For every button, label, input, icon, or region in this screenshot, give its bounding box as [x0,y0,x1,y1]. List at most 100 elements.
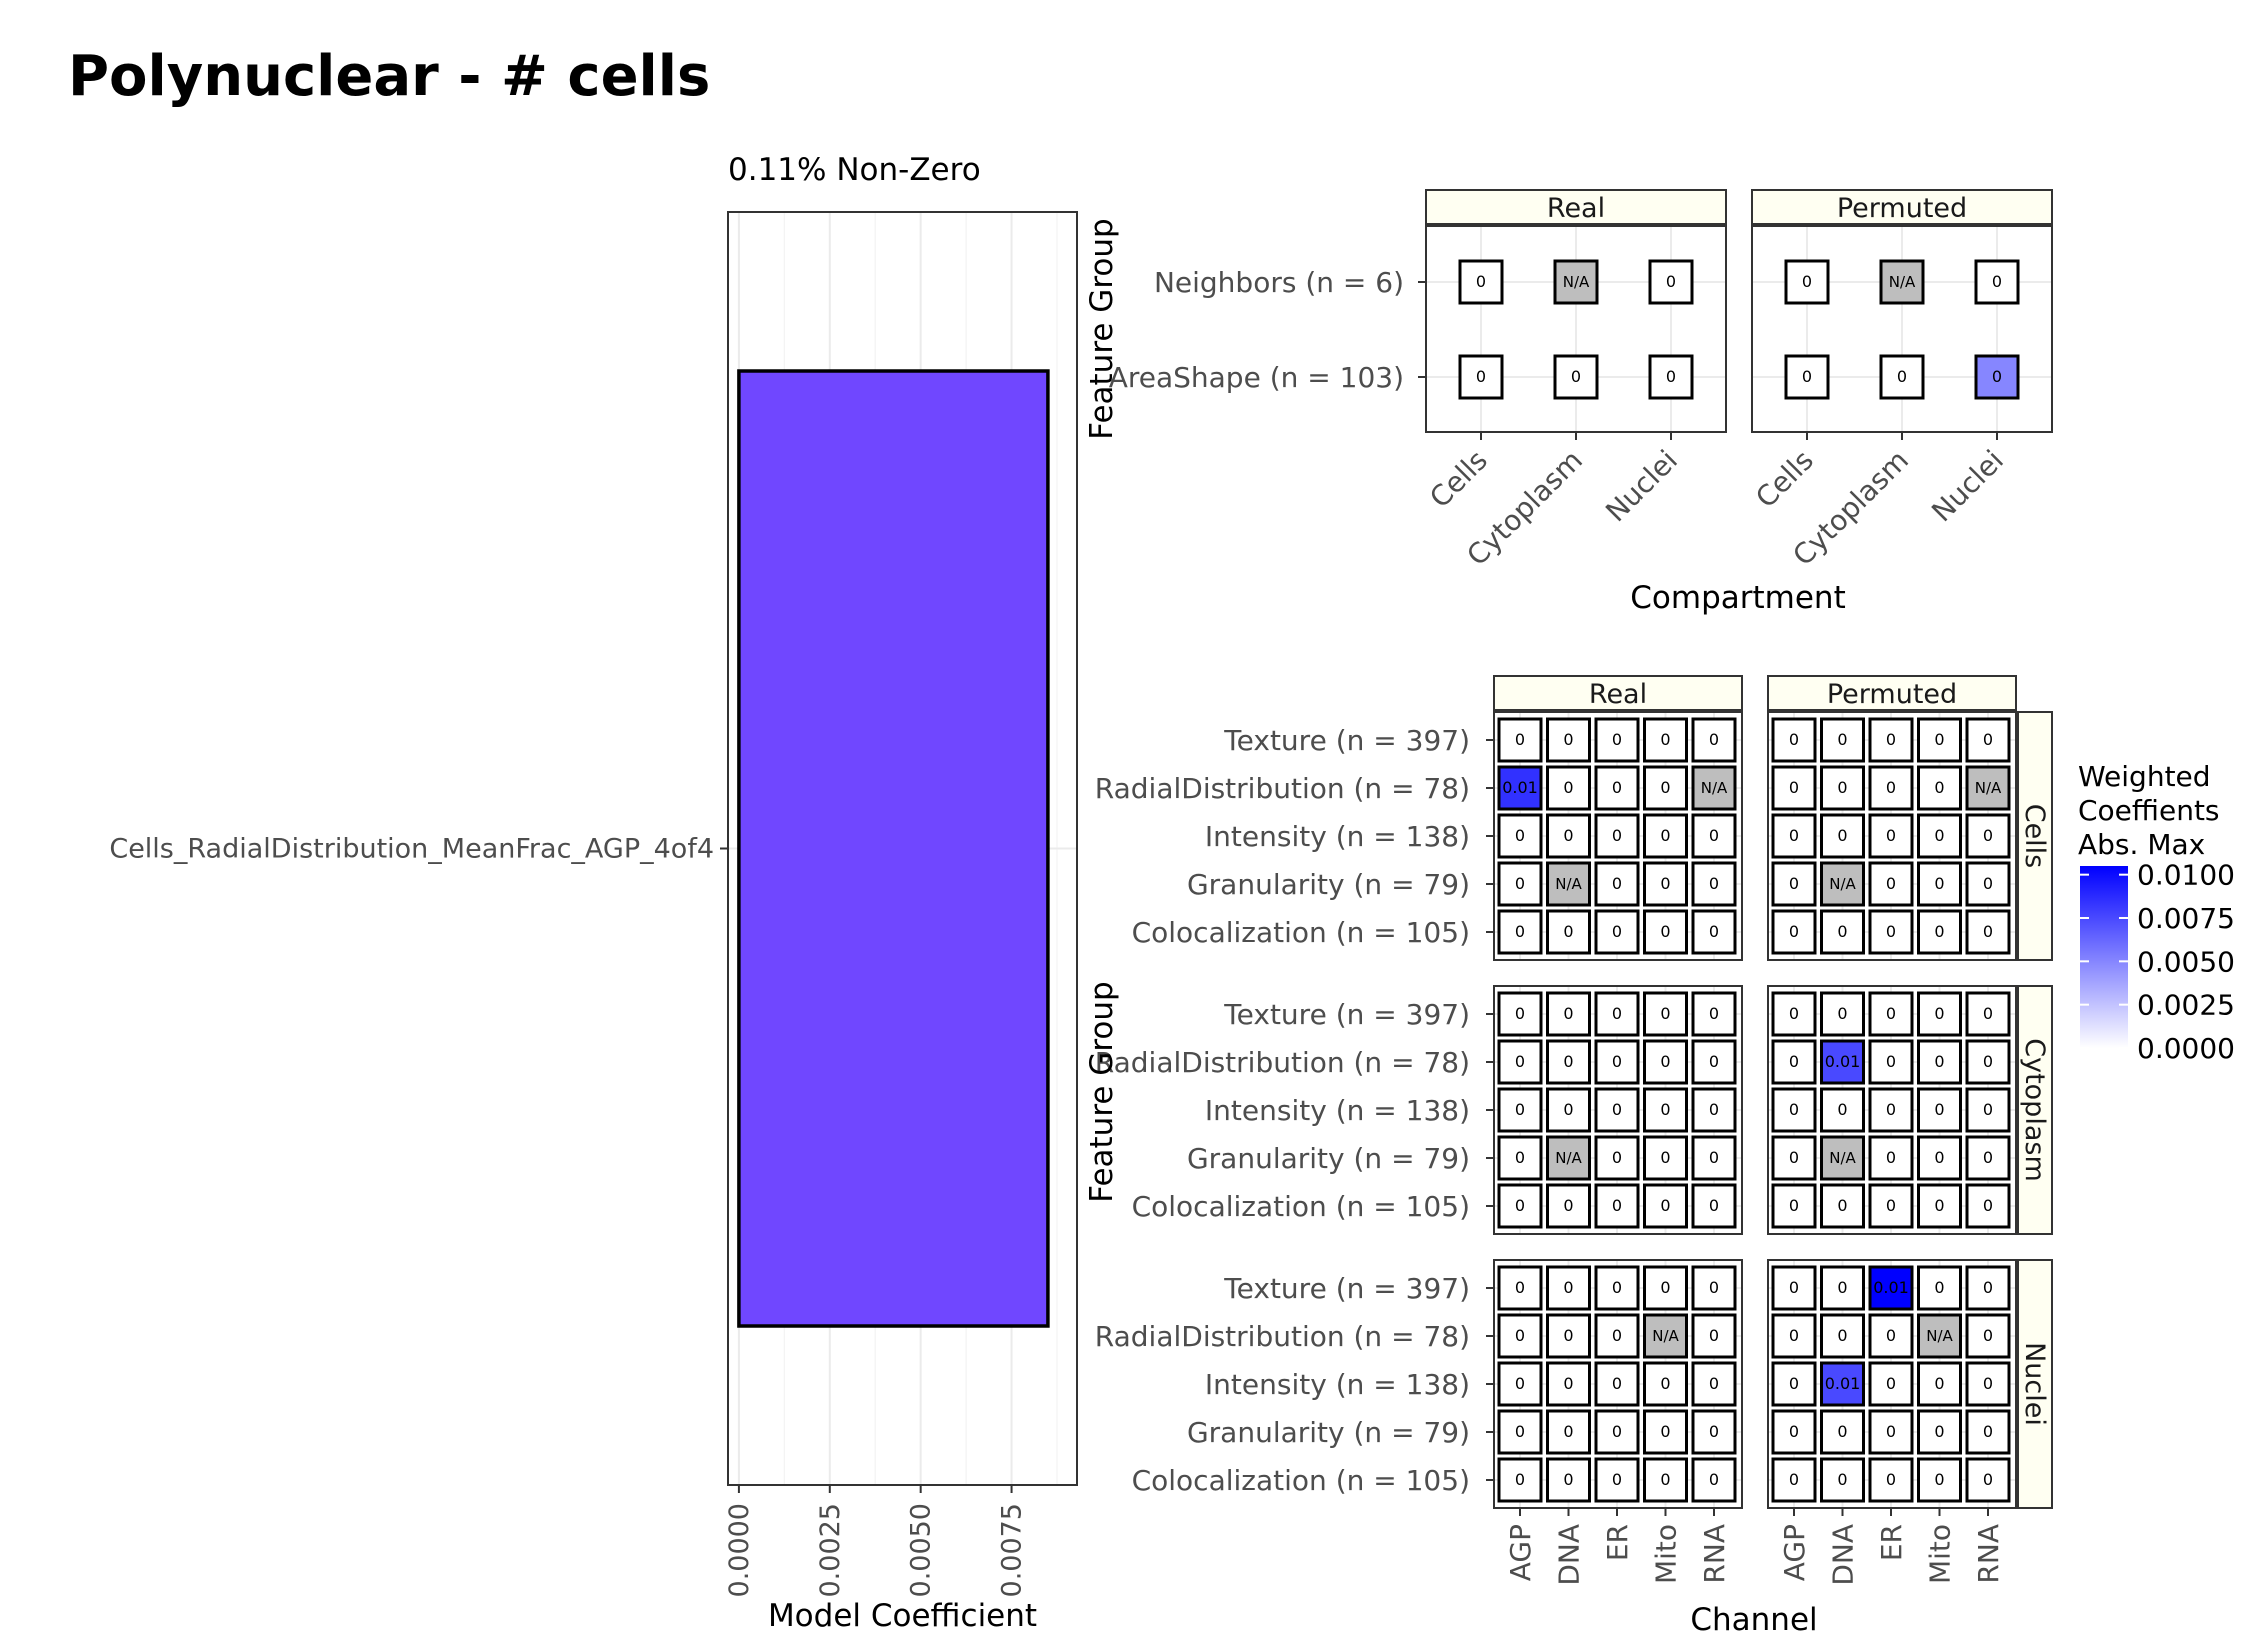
heatmap-cell [1820,1039,1865,1085]
heatmap-cell [1820,1313,1865,1359]
facet-strip [1493,675,1743,711]
heatmap-cell-label: 0 [1709,1052,1719,1071]
heatmap-cell [1546,813,1591,859]
bar-x-tick-label: 0.0075 [997,1503,1028,1597]
heatmap-cell-label: 0 [1886,922,1896,941]
heatmap-cell-label: 0 [1709,1196,1719,1215]
heatmap-cell-label: 0 [1612,1052,1622,1071]
heatmap-cell [1594,717,1640,763]
heatmap-cell-label: 0.01 [1502,778,1538,797]
heatmap-cell-label: 0 [1983,1278,1993,1297]
heatmap-cell-label: 0 [1837,1422,1847,1441]
heatmap-cell-label: 0 [1983,922,1993,941]
heatmap-cell [1691,1183,1737,1229]
heatmap-cell [1868,1265,1914,1311]
heatmap-cell [1643,1039,1688,1085]
heatmap-cell [1497,1183,1543,1229]
heatmap-cell [1820,813,1865,859]
heatmap-cell [1594,1457,1640,1503]
heatmap-cell [1546,1039,1591,1085]
heatmap-cell-label: 0 [1789,1422,1799,1441]
channel-row-label: Intensity (n = 138) [1205,1368,1470,1401]
heatmap-cell-label: 0 [1563,730,1573,749]
heatmap-cell [1546,1457,1591,1503]
heatmap-cell [1546,991,1591,1037]
heatmap-cell [1691,909,1737,955]
compartment-x-tick-label: Nuclei [1599,444,1684,529]
heatmap-cell-label: 0 [1837,1278,1847,1297]
heatmap-cell [1643,1135,1688,1181]
heatmap-cell [1820,1265,1865,1311]
legend-label: 0.0100 [2137,859,2235,892]
chart-title: Polynuclear - # cells [68,44,710,109]
heatmap-cell-label: 0 [1789,1470,1799,1489]
heatmap-cell-label: 0 [1612,1470,1622,1489]
heatmap-cell-label: 0 [1476,367,1486,386]
heatmap-cell-label: 0 [1660,922,1670,941]
heatmap-cell [1771,909,1817,955]
channel-row-label: Granularity (n = 79) [1187,1416,1470,1449]
heatmap-cell [1771,861,1817,907]
channel-x-tick-label: DNA [1553,1524,1586,1586]
channel-heatmap: Real Permuted Cells Cytoplasm Nuclei 0 0 0 0 0 0.0… [1084,675,2053,1638]
heatmap-cell-label: 0 [1886,1422,1896,1441]
heatmap-cell [1643,861,1688,907]
heatmap-cell [1691,1039,1737,1085]
heatmap-cell-label: N/A [1563,273,1590,291]
heatmap-cell [1497,765,1543,811]
facet-strip [2017,1259,2053,1509]
heatmap-cell-label: 0 [1992,367,2002,386]
bar-chart-panel: 0.11% Non-Zero Cells_RadialDistribution_M… [109,152,1078,1634]
heatmap-cell-label: 0 [1515,1422,1525,1441]
heatmap-cell-label: 0 [1709,1004,1719,1023]
heatmap-cell-label: 0 [1660,1470,1670,1489]
heatmap-cell-label: 0 [1886,1326,1896,1345]
heatmap-cell-label: 0 [1934,1470,1944,1489]
heatmap-cell-label: 0 [1660,826,1670,845]
heatmap-cell-label: 0 [1666,367,1676,386]
heatmap-cell-label: 0 [1666,272,1676,291]
heatmap-cell-label: N/A [1926,1327,1953,1345]
legend-title-line: Coeffients [2078,794,2220,827]
heatmap-cell-label: 0 [1983,1004,1993,1023]
channel-row-label: Colocalization (n = 105) [1132,916,1470,949]
heatmap-cell-label: 0 [1837,730,1847,749]
heatmap-cell [1546,1361,1591,1407]
legend-title-line: Weighted [2078,760,2211,793]
bar [737,369,1050,1328]
heatmap-cell [1546,765,1591,811]
heatmap-cell [1820,909,1865,955]
heatmap-cell [1965,1409,2011,1455]
heatmap-cell [1497,1087,1543,1133]
heatmap-cell-label: 0 [1709,826,1719,845]
heatmap-cell-label: 0 [1563,1196,1573,1215]
heatmap-cell [1820,1183,1865,1229]
heatmap-cell-label: 0 [1660,1278,1670,1297]
heatmap-cell-label: 0 [1612,1196,1622,1215]
heatmap-cell-label: 0 [1886,874,1896,893]
heatmap-cell [1497,1039,1543,1085]
heatmap-cell [1868,909,1914,955]
heatmap-cell [1691,1313,1737,1359]
heatmap-cell [1546,1183,1591,1229]
heatmap-cell-label: 0 [1983,1100,1993,1119]
channel-y-axis-title: Feature Group [1084,981,1120,1202]
heatmap-cell-label: 0 [1515,1052,1525,1071]
heatmap-cell [1868,1457,1914,1503]
channel-row-label: Texture (n = 397) [1223,1272,1470,1305]
heatmap-cell-label: N/A [1829,875,1856,893]
bar-x-axis-title: Model Coefficient [768,1598,1037,1634]
channel-row-label: Texture (n = 397) [1223,724,1470,757]
channel-row-label: Granularity (n = 79) [1187,868,1470,901]
heatmap-cell-label: 0 [1934,1196,1944,1215]
heatmap-cell-label: 0 [1660,1100,1670,1119]
facet-strip-label: Permuted [1827,679,1957,710]
heatmap-cell [1879,354,1925,400]
heatmap-cell [1648,354,1694,400]
heatmap-cell [1771,1039,1817,1085]
heatmap-cell-label: 0 [1789,730,1799,749]
heatmap-cell [1820,1457,1865,1503]
channel-x-tick-label: RNA [1972,1524,2005,1584]
heatmap-cell [1784,259,1830,305]
